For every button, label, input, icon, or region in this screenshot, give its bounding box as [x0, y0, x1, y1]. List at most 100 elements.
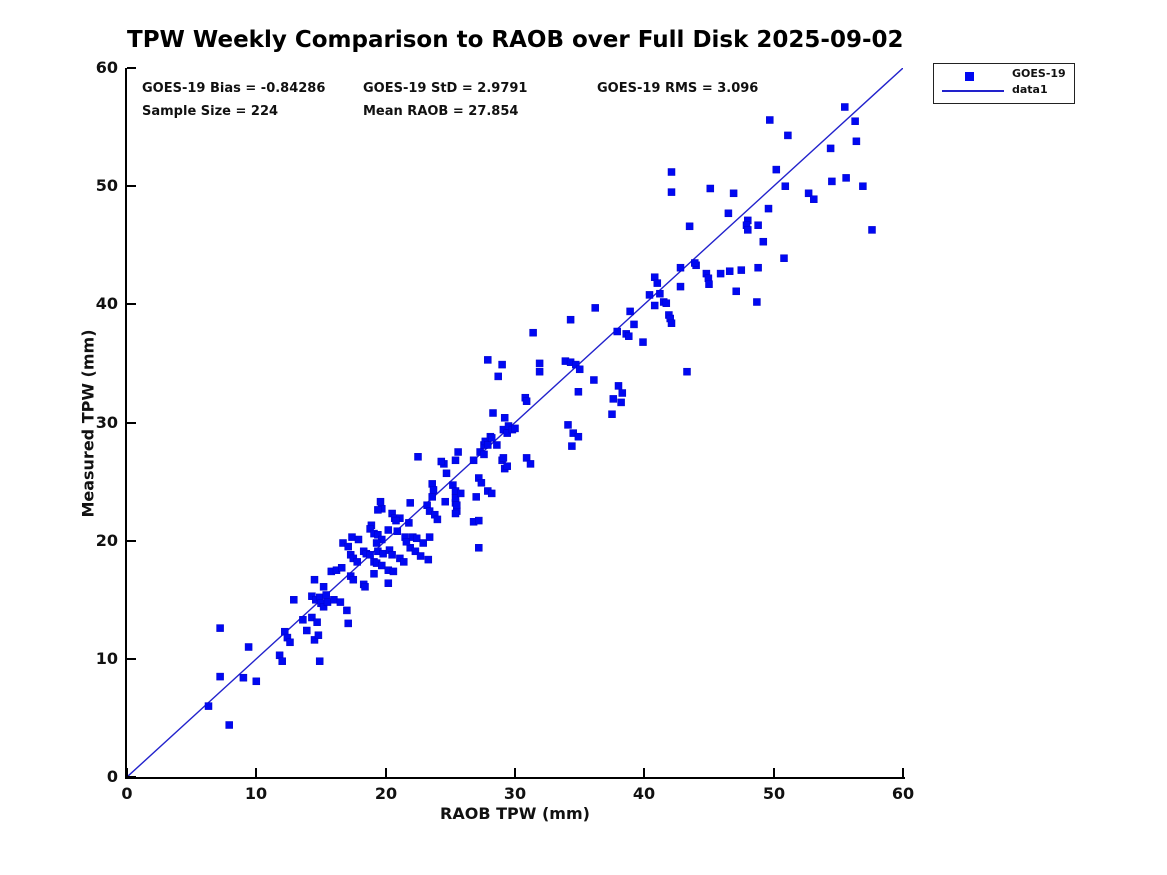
scatter-point — [278, 657, 286, 665]
scatter-point — [676, 282, 685, 291]
x-tick-mark — [773, 768, 775, 777]
identity-line — [127, 68, 903, 777]
scatter-point — [216, 624, 224, 632]
scatter-point — [429, 486, 438, 494]
scatter-point — [487, 489, 496, 498]
legend-goes19-label: GOES-19 — [1012, 67, 1066, 80]
scatter-point — [378, 561, 386, 570]
scatter-point — [442, 469, 451, 478]
scatter-point — [725, 267, 734, 275]
scatter-point — [526, 460, 535, 468]
scatter-point — [336, 598, 345, 606]
scatter-point — [343, 606, 351, 615]
scatter-point — [319, 583, 328, 591]
scatter-point — [667, 319, 676, 327]
scatter-point — [716, 269, 725, 278]
scatter-point — [608, 410, 616, 418]
scatter-point — [724, 209, 733, 218]
scatter-point — [315, 657, 324, 665]
x-tick-mark — [126, 768, 128, 777]
scatter-point — [453, 501, 461, 509]
scatter-point — [613, 327, 621, 336]
stat-mean-raob: Mean RAOB = 27.854 — [363, 104, 519, 119]
scatter-point — [705, 280, 713, 288]
scatter-point — [374, 506, 382, 514]
scatter-point — [484, 356, 492, 364]
scatter-point — [252, 677, 261, 686]
scatter-point — [500, 414, 509, 422]
scatter-point — [411, 547, 420, 556]
scatter-point — [498, 360, 506, 369]
stat-sample-size: Sample Size = 224 — [142, 104, 279, 119]
scatter-point — [828, 177, 836, 186]
scatter-point — [842, 174, 850, 182]
scatter-point — [412, 534, 421, 543]
scatter-point — [366, 551, 374, 559]
scatter-point — [662, 299, 671, 307]
scatter-point — [591, 304, 599, 312]
scatter-point — [676, 263, 685, 272]
scatter-point — [372, 539, 381, 547]
scatter-point — [370, 570, 378, 578]
scatter-point — [437, 457, 446, 466]
x-tick-mark — [255, 768, 257, 777]
scatter-point — [753, 298, 761, 306]
scatter-point — [617, 398, 625, 407]
y-tick-label: 10 — [95, 649, 118, 668]
legend-goes19-marker-icon — [965, 72, 974, 81]
scatter-point — [625, 332, 633, 340]
scatter-point — [475, 516, 483, 525]
scatter-point — [609, 395, 618, 403]
scatter-point — [852, 137, 861, 146]
scatter-point — [781, 182, 790, 190]
stat-bias: GOES-19 Bias = -0.84286 — [142, 81, 326, 96]
scatter-point — [574, 388, 583, 396]
scatter-point — [414, 453, 422, 461]
scatter-point — [310, 636, 319, 644]
scatter-point — [354, 535, 363, 544]
scatter-point — [590, 376, 598, 384]
scatter-point — [851, 117, 859, 125]
x-tick-mark — [514, 768, 516, 777]
y-tick-label: 40 — [95, 294, 118, 313]
scatter-point — [441, 497, 449, 506]
scatter-point — [451, 456, 460, 465]
scatter-point — [499, 454, 508, 462]
y-tick-mark — [127, 422, 136, 424]
legend-box: GOES-19 data1 — [933, 63, 1075, 104]
scatter-point — [487, 434, 496, 442]
scatter-point — [784, 131, 792, 140]
scatter-point — [348, 533, 356, 541]
scatter-point — [392, 516, 400, 525]
scatter-point — [522, 397, 531, 405]
scatter-point — [216, 672, 224, 681]
scatter-point — [477, 479, 486, 487]
scatter-point — [766, 116, 774, 124]
scatter-point — [484, 441, 492, 449]
scatter-point — [310, 575, 319, 584]
scatter-point — [330, 596, 338, 604]
scatter-point — [425, 533, 434, 541]
legend-data1-line-icon — [942, 90, 1004, 92]
scatter-point — [424, 555, 433, 564]
scatter-point — [405, 519, 413, 527]
scatter-point — [841, 103, 849, 111]
scatter-point — [402, 538, 411, 546]
scatter-point — [683, 367, 691, 376]
scatter-point — [376, 497, 385, 506]
y-tick-mark — [127, 185, 136, 187]
x-tick-mark — [643, 768, 645, 777]
x-tick-label: 50 — [762, 784, 786, 803]
x-tick-mark — [902, 768, 904, 777]
scatter-point — [361, 583, 369, 591]
scatter-point — [772, 165, 781, 174]
stat-std: GOES-19 StD = 2.9791 — [363, 81, 528, 96]
scatter-point — [754, 263, 762, 272]
scatter-point — [384, 579, 393, 587]
y-tick-mark — [127, 658, 136, 660]
scatter-point — [667, 188, 676, 196]
scatter-point — [349, 575, 358, 584]
scatter-point — [754, 221, 762, 229]
scatter-point — [535, 359, 544, 368]
